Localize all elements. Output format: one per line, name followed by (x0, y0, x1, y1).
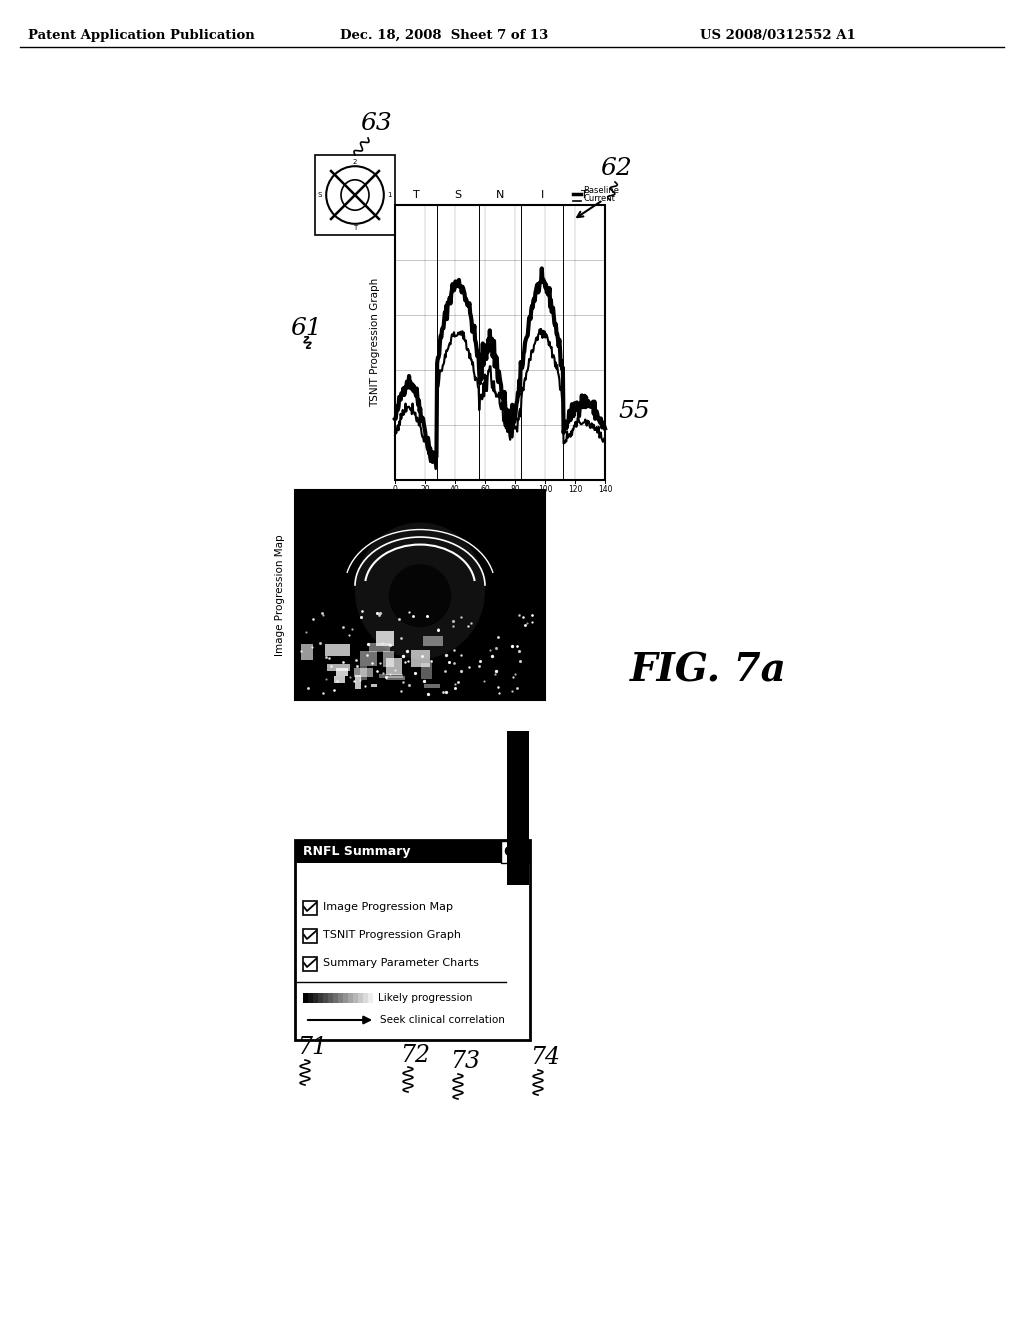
Text: I: I (541, 190, 544, 201)
Text: 120: 120 (568, 484, 583, 494)
Bar (296, 841, 501, 863)
Text: Seek clinical correlation: Seek clinical correlation (380, 1015, 505, 1026)
Bar (303, 902, 317, 915)
Text: Current: Current (583, 194, 614, 203)
Text: 40: 40 (451, 484, 460, 494)
Bar (507, 731, 529, 884)
Bar (369, 643, 390, 652)
Text: 74: 74 (530, 1047, 560, 1069)
Text: RNFL Summary: RNFL Summary (303, 846, 411, 858)
Bar (371, 684, 377, 688)
Bar (360, 651, 377, 667)
Ellipse shape (389, 565, 452, 627)
Text: Likely progression: Likely progression (378, 993, 472, 1003)
Ellipse shape (341, 180, 369, 210)
Text: Patent Application Publication: Patent Application Publication (28, 29, 255, 41)
Bar (343, 993, 348, 1003)
Text: Summary Parameter Charts: Summary Parameter Charts (323, 958, 479, 968)
Bar (354, 668, 374, 677)
Bar (348, 993, 353, 1003)
Bar (386, 676, 406, 680)
Text: T: T (581, 190, 588, 201)
Bar (383, 651, 393, 667)
Text: T: T (353, 224, 357, 231)
Bar (421, 663, 432, 678)
Text: 61: 61 (290, 317, 322, 341)
Text: S: S (455, 190, 462, 201)
Text: TSNIT Progression Graph: TSNIT Progression Graph (323, 931, 461, 940)
Text: Baseline: Baseline (583, 186, 618, 195)
Ellipse shape (355, 523, 485, 659)
Text: Image Progression Map: Image Progression Map (323, 902, 453, 912)
Text: 73: 73 (450, 1051, 480, 1073)
Text: TSNIT Progression Graph: TSNIT Progression Graph (370, 279, 380, 407)
Bar (338, 993, 343, 1003)
Bar (358, 993, 362, 1003)
Text: 63: 63 (360, 112, 392, 135)
Bar (336, 668, 347, 676)
Bar (501, 841, 529, 863)
Bar (315, 154, 395, 235)
Bar (313, 993, 318, 1003)
Text: 72: 72 (400, 1044, 430, 1067)
Bar (395, 205, 605, 480)
Text: N: N (496, 190, 504, 201)
Bar (308, 993, 313, 1003)
Text: 62: 62 (600, 157, 632, 180)
Bar (376, 631, 393, 647)
Text: FIG. 7a: FIG. 7a (630, 651, 786, 689)
Text: OD: OD (504, 845, 526, 859)
Bar (318, 993, 323, 1003)
Bar (386, 659, 402, 676)
Text: US 2008/0312552 A1: US 2008/0312552 A1 (700, 29, 856, 41)
Bar (335, 676, 345, 682)
Text: 1: 1 (387, 191, 392, 198)
Bar (303, 929, 317, 942)
Bar (301, 644, 313, 660)
Bar (360, 667, 367, 680)
Bar (368, 993, 373, 1003)
Bar (323, 993, 328, 1003)
Bar (423, 636, 443, 645)
Bar (328, 993, 333, 1003)
Text: 20: 20 (420, 484, 430, 494)
Bar (379, 673, 403, 678)
Bar (354, 675, 360, 689)
Text: Image Progression Map: Image Progression Map (275, 535, 285, 656)
Bar (295, 490, 545, 700)
Bar (333, 993, 338, 1003)
Ellipse shape (327, 166, 384, 224)
Bar (353, 993, 358, 1003)
Text: S: S (318, 191, 323, 198)
Bar (303, 993, 308, 1003)
Bar (303, 957, 317, 972)
Bar (425, 684, 440, 688)
Text: 71: 71 (297, 1036, 327, 1060)
Bar (326, 644, 350, 656)
Text: T: T (413, 190, 420, 201)
Text: 60: 60 (480, 484, 489, 494)
Text: Dec. 18, 2008  Sheet 7 of 13: Dec. 18, 2008 Sheet 7 of 13 (340, 29, 548, 41)
Text: 80: 80 (510, 484, 520, 494)
Bar (295, 840, 530, 1040)
Bar (362, 993, 368, 1003)
Text: 0: 0 (392, 484, 397, 494)
Text: 100: 100 (538, 484, 552, 494)
Bar (328, 664, 350, 671)
Text: 140: 140 (598, 484, 612, 494)
Text: 2: 2 (353, 158, 357, 165)
Text: 55: 55 (618, 400, 650, 422)
Bar (411, 649, 430, 667)
